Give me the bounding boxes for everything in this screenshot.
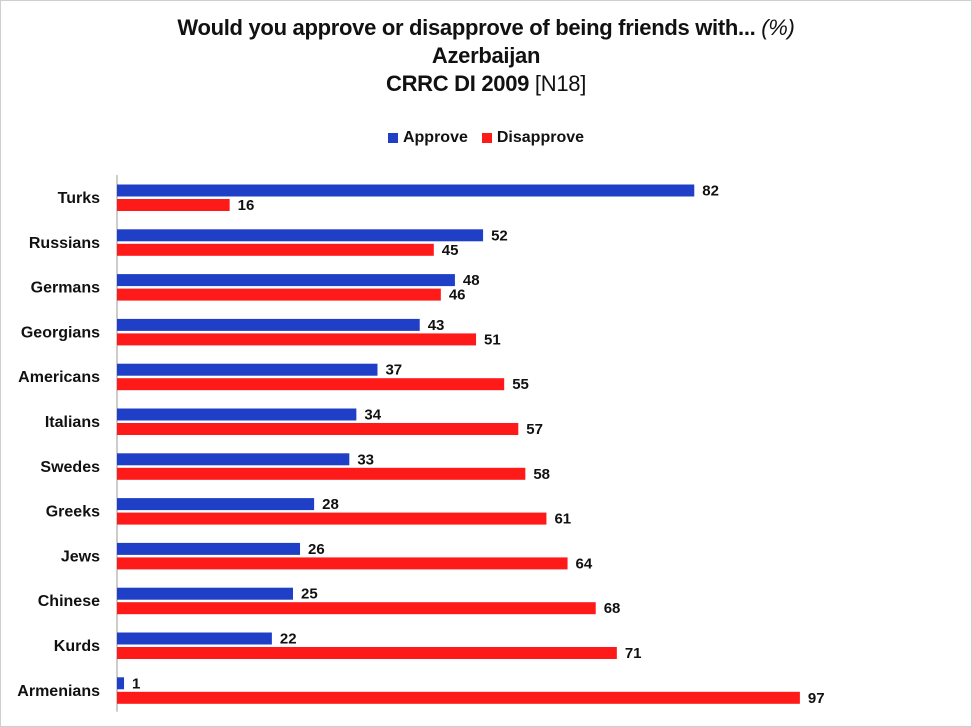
value-label-disapprove-russians: 45	[442, 242, 459, 259]
category-label-germans: Germans	[31, 280, 100, 297]
category-label-chinese: Chinese	[38, 593, 100, 610]
value-label-approve-kurds: 22	[280, 631, 297, 648]
value-label-approve-jews: 26	[308, 541, 325, 558]
bar-disapprove-russians	[117, 243, 434, 256]
bar-disapprove-swedes	[117, 467, 526, 480]
chart-title-unit: (%)	[761, 15, 795, 40]
legend-swatch-approve	[387, 133, 398, 143]
bar-disapprove-georgians	[117, 333, 477, 346]
survey-name: CRRC DI 2009	[385, 71, 530, 96]
bar-approve-armenians	[117, 677, 125, 690]
bar-disapprove-greeks	[117, 512, 547, 525]
value-label-disapprove-americans: 55	[512, 376, 529, 393]
value-label-approve-armenians: 1	[132, 675, 140, 692]
bar-disapprove-kurds	[117, 647, 617, 659]
bar-approve-russians	[117, 229, 484, 242]
bar-disapprove-italians	[117, 423, 519, 435]
value-label-disapprove-georgians: 51	[484, 331, 501, 348]
chart-subtitle-survey: CRRC DI 2009 [N18]	[0, 70, 972, 98]
bar-disapprove-turks	[117, 199, 230, 211]
bar-disapprove-germans	[117, 288, 441, 301]
category-label-jews: Jews	[61, 548, 100, 565]
bar-approve-georgians	[117, 318, 420, 331]
category-label-americans: Americans	[18, 369, 100, 386]
category-label-russians: Russians	[29, 235, 100, 252]
bar-disapprove-americans	[117, 378, 505, 391]
bar-approve-jews	[117, 542, 301, 555]
value-label-approve-russians: 52	[491, 227, 508, 244]
legend-label-disapprove: Disapprove	[496, 129, 585, 146]
legend-item-disapprove: Disapprove	[481, 129, 585, 147]
question-code: [N18]	[534, 71, 587, 96]
bar-approve-italians	[117, 408, 357, 421]
value-label-approve-italians: 34	[364, 407, 381, 424]
value-label-disapprove-chinese: 68	[604, 600, 621, 617]
chart-subtitle-country: Azerbaijan	[431, 43, 541, 68]
value-label-approve-chinese: 25	[301, 586, 318, 603]
bar-approve-americans	[117, 363, 378, 376]
bar-approve-turks	[117, 184, 695, 197]
legend-label-approve: Approve	[402, 129, 468, 146]
bar-disapprove-jews	[117, 557, 568, 570]
legend-item-approve: Approve	[387, 129, 468, 147]
bar-disapprove-chinese	[117, 602, 596, 615]
value-label-disapprove-germans: 46	[449, 287, 466, 304]
category-label-greeks: Greeks	[46, 504, 100, 521]
legend-swatch-disapprove	[481, 133, 492, 143]
value-label-disapprove-turks: 16	[238, 197, 255, 214]
chart-legend: Approve Disapprove	[0, 129, 972, 147]
value-label-approve-americans: 37	[385, 362, 402, 379]
category-label-georgians: Georgians	[21, 324, 100, 341]
bar-approve-germans	[117, 274, 455, 287]
value-label-approve-greeks: 28	[322, 496, 339, 513]
value-label-approve-georgians: 43	[428, 317, 445, 334]
value-label-approve-germans: 48	[463, 272, 480, 289]
bar-approve-chinese	[117, 587, 293, 600]
category-label-armenians: Armenians	[17, 683, 100, 700]
value-label-approve-turks: 82	[702, 183, 719, 200]
category-label-italians: Italians	[45, 414, 100, 431]
value-label-approve-swedes: 33	[357, 451, 374, 468]
category-label-turks: Turks	[58, 190, 100, 207]
bar-approve-swedes	[117, 453, 350, 466]
value-label-disapprove-italians: 57	[526, 421, 543, 438]
chart-titles: Would you approve or disapprove of being…	[0, 14, 972, 98]
bar-disapprove-armenians	[117, 691, 800, 704]
bar-approve-greeks	[117, 498, 315, 511]
value-label-disapprove-swedes: 58	[533, 466, 550, 483]
value-label-disapprove-jews: 64	[576, 555, 593, 572]
category-label-kurds: Kurds	[54, 638, 100, 655]
value-label-disapprove-kurds: 71	[625, 645, 642, 662]
value-label-disapprove-greeks: 61	[554, 511, 571, 528]
value-label-disapprove-armenians: 97	[808, 690, 825, 707]
bar-approve-kurds	[117, 632, 272, 645]
chart-title: Would you approve or disapprove of being…	[0, 14, 972, 42]
chart-title-main: Would you approve or disapprove of being…	[177, 15, 756, 40]
category-label-swedes: Swedes	[40, 459, 100, 476]
